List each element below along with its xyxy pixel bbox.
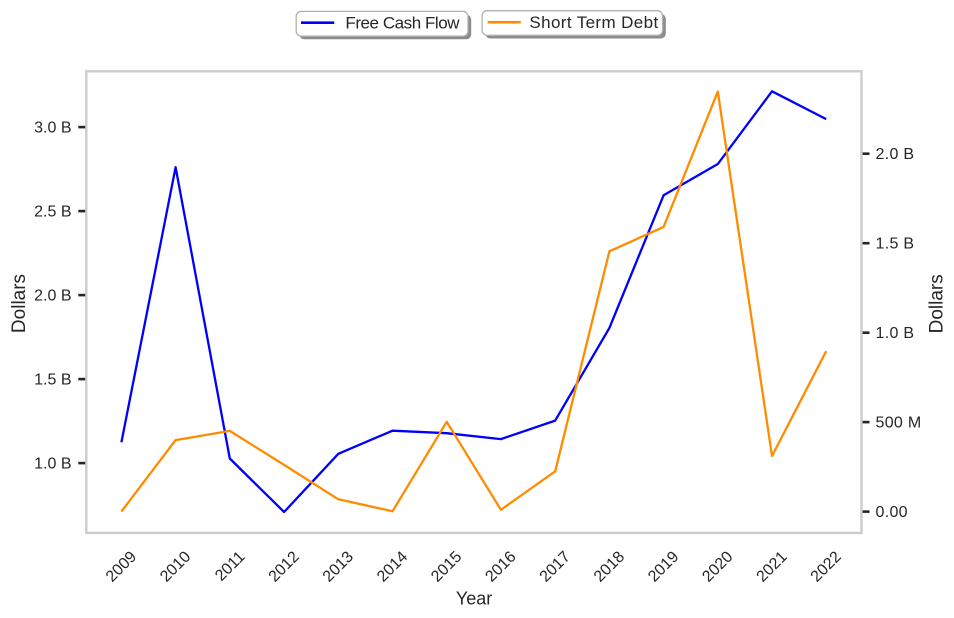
svg-text:2017: 2017 bbox=[537, 548, 574, 585]
svg-text:1.0 B: 1.0 B bbox=[34, 456, 71, 473]
svg-text:2013: 2013 bbox=[320, 548, 357, 585]
svg-text:3.0 B: 3.0 B bbox=[34, 120, 71, 137]
svg-text:2015: 2015 bbox=[428, 548, 465, 585]
svg-text:2011: 2011 bbox=[212, 548, 248, 584]
svg-text:2012: 2012 bbox=[266, 548, 303, 585]
svg-text:Free Cash Flow: Free Cash Flow bbox=[345, 14, 460, 33]
svg-text:1.0 B: 1.0 B bbox=[876, 325, 915, 342]
svg-text:500 M: 500 M bbox=[876, 415, 922, 432]
svg-text:Dollars: Dollars bbox=[9, 274, 30, 333]
svg-text:2.0 B: 2.0 B bbox=[876, 146, 915, 163]
svg-text:2.0 B: 2.0 B bbox=[34, 288, 71, 305]
svg-text:0.00: 0.00 bbox=[876, 504, 908, 521]
svg-text:Year: Year bbox=[456, 588, 492, 608]
svg-text:2022: 2022 bbox=[808, 548, 845, 585]
svg-text:2010: 2010 bbox=[157, 548, 194, 585]
svg-text:2.5 B: 2.5 B bbox=[34, 204, 71, 221]
svg-text:Short Term Debt: Short Term Debt bbox=[529, 13, 658, 32]
svg-text:2014: 2014 bbox=[374, 548, 411, 585]
svg-text:2021: 2021 bbox=[754, 548, 791, 585]
svg-text:2020: 2020 bbox=[699, 548, 736, 585]
svg-text:2009: 2009 bbox=[103, 548, 140, 585]
svg-text:2018: 2018 bbox=[591, 548, 628, 585]
svg-text:1.5 B: 1.5 B bbox=[34, 372, 71, 389]
svg-text:2016: 2016 bbox=[482, 548, 519, 585]
svg-text:1.5 B: 1.5 B bbox=[876, 236, 915, 253]
svg-text:Dollars: Dollars bbox=[927, 274, 948, 333]
svg-text:2019: 2019 bbox=[645, 548, 682, 585]
